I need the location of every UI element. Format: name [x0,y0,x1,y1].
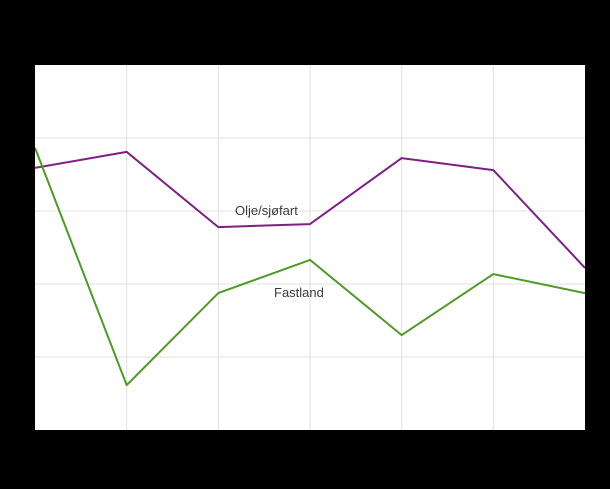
line-chart [35,65,585,430]
series-label-fastland: Fastland [274,285,324,300]
series-line-fastland [35,147,585,387]
series-line-olje [35,150,585,269]
series-label-olje: Olje/sjøfart [235,203,298,218]
plot-area: Olje/sjøfart Fastland [35,65,585,430]
